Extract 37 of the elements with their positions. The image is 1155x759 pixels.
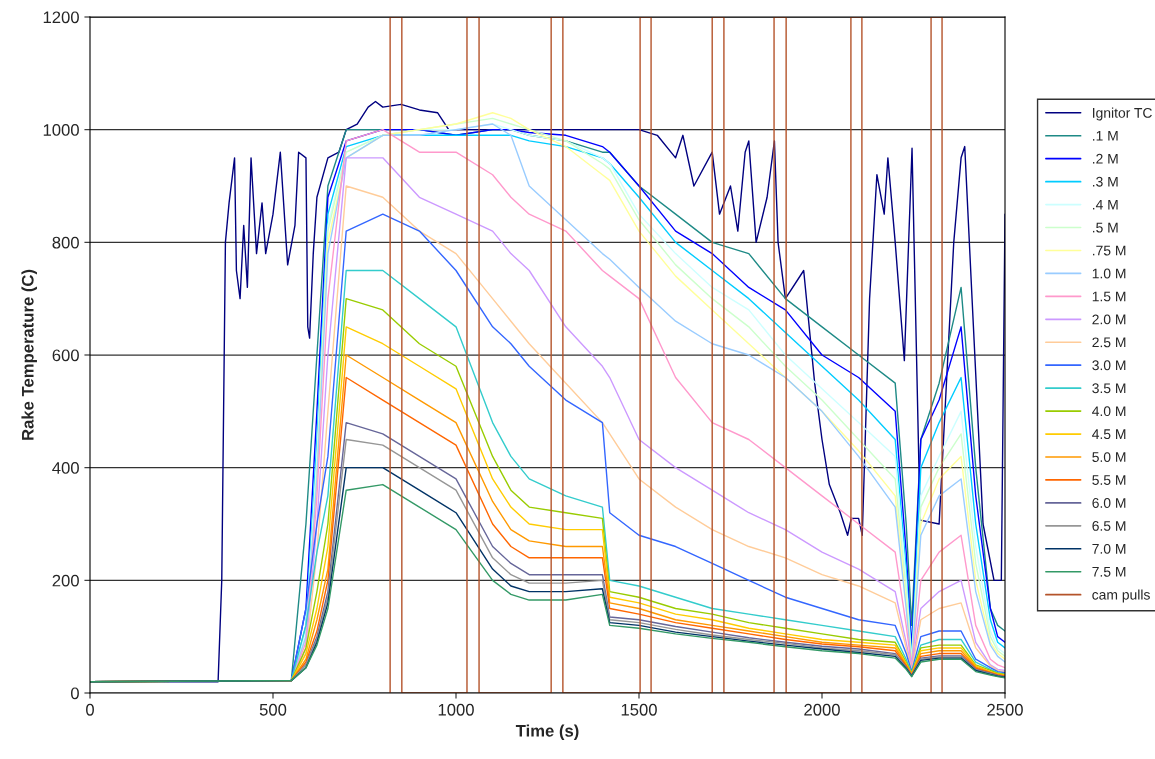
legend-label: 1.0 M [1092,268,1126,279]
y-tick-label: 0 [70,687,79,700]
legend-label: 3.0 M [1092,360,1126,371]
legend-label: 5.5 M [1092,475,1126,485]
legend-label: .4 M [1093,199,1118,210]
legend-label: .5 M [1093,222,1118,233]
y-tick-label: 200 [52,574,79,587]
legend-label: .1 M [1093,131,1118,141]
legend-label: .2 M [1093,153,1118,164]
legend-label: .75 M [1093,245,1126,256]
y-tick-label: 600 [52,349,79,362]
y-axis-title: Rake Temperature (C) [21,269,37,440]
legend-label: 3.5 M [1092,383,1126,394]
legend-label: 2.0 M [1092,314,1126,325]
legend-label: 2.5 M [1092,337,1126,348]
legend-label: 7.0 M [1092,543,1126,554]
y-tick-label: 400 [52,462,79,474]
legend-label: 7.5 M [1092,567,1126,577]
legend-label: 6.5 M [1092,521,1126,531]
y-tick-label: 1200 [43,11,79,24]
legend-label: 5.0 M [1092,452,1126,462]
x-tick-label: 1500 [621,703,657,716]
x-tick-label: 1000 [438,703,474,716]
legend-label: Ignitor TC [1093,107,1152,121]
x-tick-label: 500 [259,703,287,716]
legend-label: .3 M [1093,176,1118,187]
y-tick-label: 1000 [43,124,79,136]
legend-label: 4.5 M [1092,429,1126,440]
y-tick-label: 800 [52,236,79,249]
legend-label: 1.5 M [1092,291,1126,302]
x-axis-title: Time (s) [515,724,579,741]
legend-label: cam pulls [1092,589,1150,603]
x-tick-label: 2000 [804,703,840,716]
legend-label: 6.0 M [1092,498,1126,508]
legend-label: 4.0 M [1092,406,1126,417]
x-tick-label: 0 [86,703,94,716]
x-tick-label: 2500 [987,703,1023,716]
